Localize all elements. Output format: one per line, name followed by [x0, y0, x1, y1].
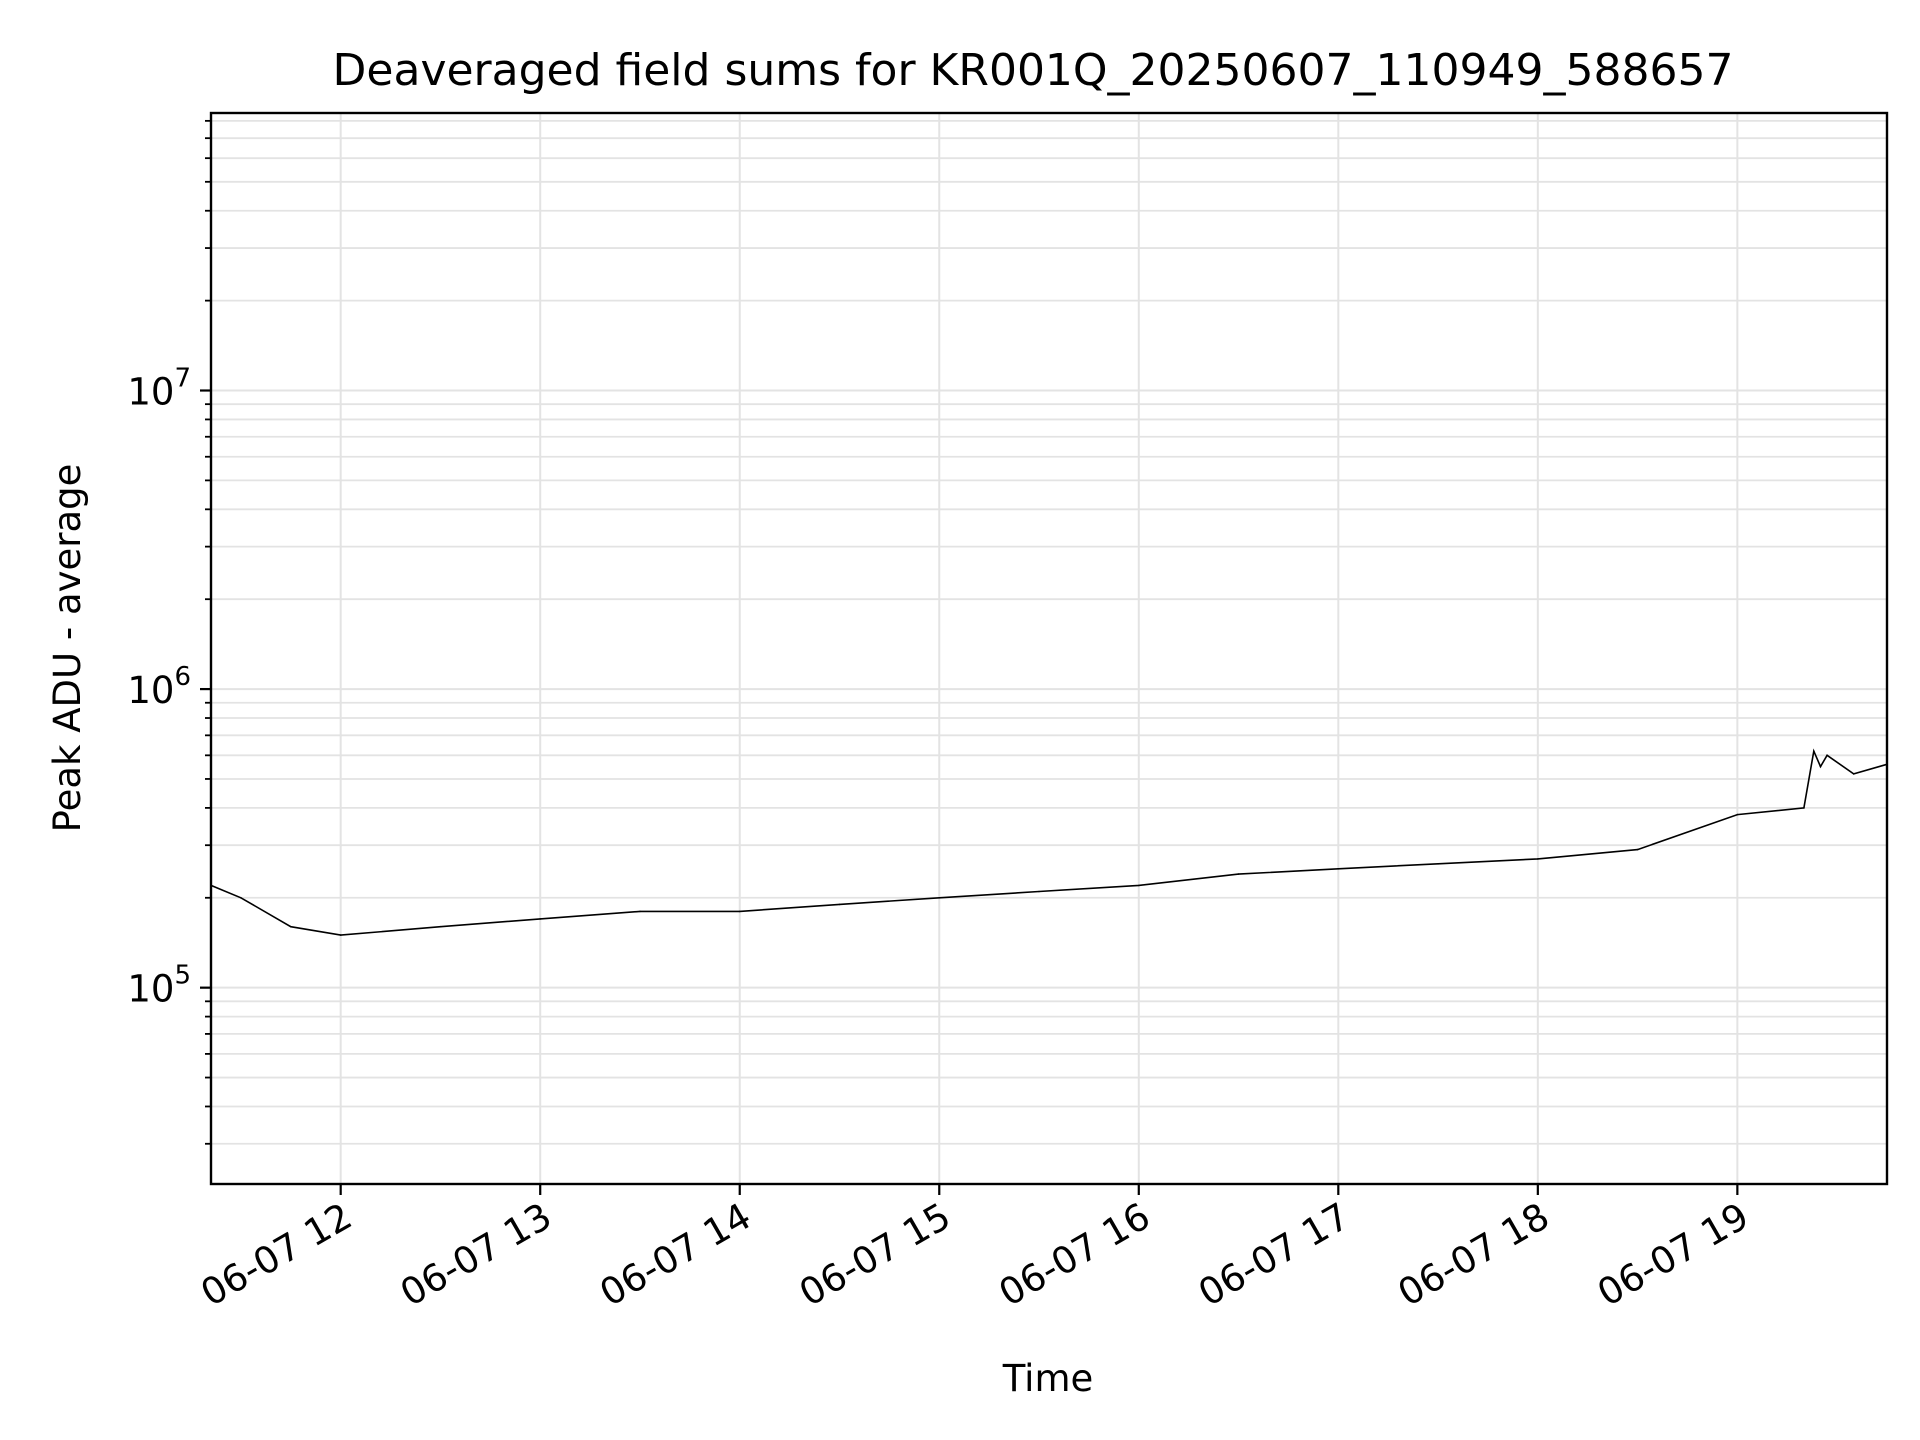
y-axis-label: Peak ADU - average [46, 464, 89, 833]
series-point [1038, 890, 1040, 893]
series-point [738, 910, 741, 913]
series-point [1852, 773, 1855, 775]
y-tick-label: 105 [127, 961, 191, 1011]
series-point [539, 918, 541, 920]
series-point [1736, 813, 1739, 816]
series-point [1636, 848, 1639, 851]
chart-title: Deaveraged field sums for KR001Q_2025060… [333, 45, 1734, 96]
y-tick-label: 107 [127, 364, 191, 414]
series-point [1138, 884, 1140, 887]
x-axis-label: Time [1002, 1357, 1094, 1400]
series-point [639, 910, 641, 913]
plot-frame [209, 111, 1889, 1186]
series-point [1819, 765, 1822, 768]
series-point [1337, 868, 1340, 870]
y-tick-label: 106 [127, 662, 191, 712]
series-point [838, 903, 841, 906]
series-point [938, 897, 941, 899]
series-point [1826, 754, 1828, 757]
series-point [439, 925, 442, 928]
series-point [339, 934, 342, 936]
series-point [240, 897, 242, 899]
series-point [1237, 873, 1240, 875]
series-point [290, 925, 292, 928]
grid [211, 113, 1887, 1184]
series-point [1537, 858, 1539, 860]
series-point [1437, 863, 1439, 865]
series-point [1813, 750, 1815, 752]
series-line [210, 748, 1888, 936]
series-point [1803, 807, 1805, 809]
